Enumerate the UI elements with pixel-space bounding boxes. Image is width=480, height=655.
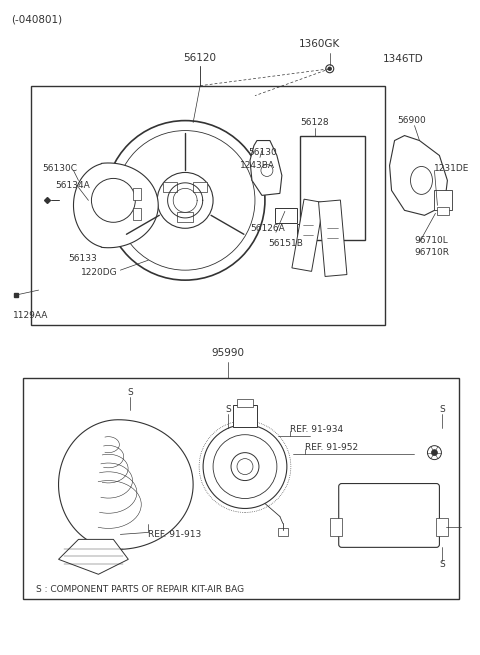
Text: 1231DE: 1231DE bbox=[434, 164, 470, 173]
Polygon shape bbox=[73, 163, 158, 248]
Circle shape bbox=[328, 67, 331, 70]
Polygon shape bbox=[59, 539, 128, 574]
Circle shape bbox=[91, 178, 135, 222]
Circle shape bbox=[326, 65, 334, 73]
Text: S: S bbox=[225, 405, 231, 414]
Text: 56126A: 56126A bbox=[250, 224, 285, 233]
Bar bbox=[193, 183, 207, 193]
Text: 1243BA: 1243BA bbox=[240, 161, 275, 170]
Bar bbox=[177, 212, 193, 222]
Bar bbox=[275, 208, 297, 223]
Bar bbox=[31, 86, 384, 325]
Text: (-040801): (-040801) bbox=[11, 15, 62, 25]
Circle shape bbox=[115, 130, 255, 270]
Circle shape bbox=[237, 458, 253, 475]
Bar bbox=[436, 519, 448, 536]
Circle shape bbox=[231, 453, 259, 481]
Bar bbox=[163, 183, 177, 193]
Text: 56134A: 56134A bbox=[56, 181, 90, 190]
Text: 56128: 56128 bbox=[300, 118, 329, 127]
Text: 1220DG: 1220DG bbox=[81, 268, 117, 276]
Circle shape bbox=[203, 424, 287, 508]
Text: 95990: 95990 bbox=[212, 348, 244, 358]
Ellipse shape bbox=[410, 166, 432, 195]
Polygon shape bbox=[319, 200, 347, 276]
Bar bbox=[434, 191, 452, 210]
Bar bbox=[23, 378, 459, 599]
Circle shape bbox=[106, 121, 265, 280]
Text: S: S bbox=[440, 560, 445, 569]
Bar bbox=[330, 519, 342, 536]
Text: REF. 91-934: REF. 91-934 bbox=[290, 425, 343, 434]
Text: 56151B: 56151B bbox=[268, 238, 303, 248]
Circle shape bbox=[157, 172, 213, 229]
Polygon shape bbox=[390, 136, 447, 215]
Text: 96710R: 96710R bbox=[415, 248, 449, 257]
Text: 1346TD: 1346TD bbox=[383, 54, 423, 64]
Polygon shape bbox=[250, 141, 282, 195]
Text: S : COMPONENT PARTS OF REPAIR KIT-AIR BAG: S : COMPONENT PARTS OF REPAIR KIT-AIR BA… bbox=[36, 585, 244, 593]
Text: S: S bbox=[440, 405, 445, 414]
Text: 56133: 56133 bbox=[69, 253, 97, 263]
Text: REF. 91-913: REF. 91-913 bbox=[148, 530, 202, 539]
Polygon shape bbox=[59, 420, 193, 550]
Circle shape bbox=[432, 449, 437, 456]
Text: 56120: 56120 bbox=[184, 53, 216, 63]
Polygon shape bbox=[292, 199, 324, 271]
Circle shape bbox=[261, 164, 273, 176]
Bar bbox=[133, 208, 141, 220]
Text: S: S bbox=[128, 388, 133, 398]
Text: 56130: 56130 bbox=[248, 148, 277, 157]
Bar bbox=[133, 189, 141, 200]
Text: REF. 91-952: REF. 91-952 bbox=[305, 443, 358, 452]
Text: 56130C: 56130C bbox=[43, 164, 78, 173]
Text: 1129AA: 1129AA bbox=[12, 310, 48, 320]
Text: 1360GK: 1360GK bbox=[299, 39, 340, 49]
Text: 96710L: 96710L bbox=[415, 236, 448, 245]
Bar bbox=[237, 399, 253, 407]
Circle shape bbox=[213, 435, 277, 498]
Circle shape bbox=[428, 445, 442, 460]
Bar bbox=[300, 136, 365, 240]
Bar bbox=[437, 208, 449, 215]
FancyBboxPatch shape bbox=[339, 483, 439, 548]
Bar bbox=[278, 529, 288, 536]
Bar bbox=[297, 224, 313, 236]
Bar bbox=[233, 405, 257, 426]
Text: 56900: 56900 bbox=[397, 116, 426, 125]
